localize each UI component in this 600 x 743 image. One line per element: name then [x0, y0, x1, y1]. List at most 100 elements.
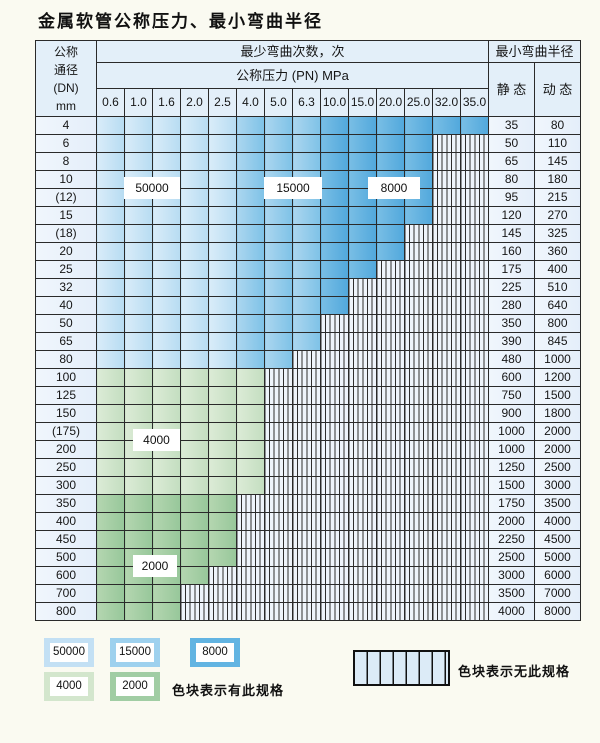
spec-available-cell — [124, 242, 153, 261]
static-radius-cell: 1250 — [488, 458, 535, 477]
spec-available-cell — [96, 206, 125, 225]
dynamic-radius-cell: 800 — [534, 314, 581, 333]
no-spec-cell — [292, 548, 321, 567]
no-spec-cell — [320, 368, 349, 387]
spec-available-cell — [124, 368, 153, 387]
pressure-value-header: 35.0 — [460, 88, 489, 117]
dynamic-column-header: 动 态 — [534, 62, 581, 117]
static-radius-cell: 390 — [488, 332, 535, 351]
static-radius-cell: 750 — [488, 386, 535, 405]
spec-available-cell — [152, 368, 181, 387]
no-spec-cell — [460, 602, 489, 621]
no-spec-cell — [376, 494, 405, 513]
legend-label-4000: 4000 — [50, 677, 88, 696]
spec-available-cell — [208, 224, 237, 243]
spec-available-cell — [96, 530, 125, 549]
dn-cell: 350 — [35, 494, 97, 513]
spec-available-cell — [236, 170, 265, 189]
no-spec-cell — [348, 296, 377, 315]
no-spec-cell — [404, 224, 433, 243]
no-spec-cell — [292, 386, 321, 405]
spec-available-cell — [152, 152, 181, 171]
spec-available-cell — [236, 206, 265, 225]
no-spec-cell — [292, 404, 321, 423]
spec-available-cell — [236, 116, 265, 135]
no-spec-cell — [460, 458, 489, 477]
no-spec-cell — [376, 260, 405, 279]
spec-available-cell — [208, 332, 237, 351]
spec-available-cell — [152, 116, 181, 135]
no-spec-cell — [432, 134, 461, 153]
spec-available-cell — [208, 152, 237, 171]
spec-available-cell — [96, 494, 125, 513]
spec-available-cell — [96, 548, 125, 567]
spec-available-cell — [152, 404, 181, 423]
spec-available-cell — [124, 404, 153, 423]
no-spec-cell — [404, 458, 433, 477]
no-spec-cell — [404, 494, 433, 513]
bend-cycles-header: 最少弯曲次数，次 — [96, 40, 489, 63]
no-spec-cell — [460, 224, 489, 243]
no-spec-cell — [208, 566, 237, 585]
static-radius-cell: 350 — [488, 314, 535, 333]
no-spec-cell — [376, 296, 405, 315]
no-spec-cell — [404, 440, 433, 459]
no-spec-cell — [432, 188, 461, 207]
no-spec-cell — [264, 368, 293, 387]
spec-available-cell — [264, 224, 293, 243]
spec-available-cell — [96, 458, 125, 477]
no-spec-cell — [320, 566, 349, 585]
no-spec-cell — [292, 350, 321, 369]
legend-swatch-2000: 2000 — [110, 672, 160, 701]
dn-cell: (18) — [35, 224, 97, 243]
spec-available-cell — [152, 584, 181, 603]
spec-available-cell — [236, 152, 265, 171]
spec-available-cell — [180, 512, 209, 531]
dynamic-radius-cell: 2000 — [534, 422, 581, 441]
no-spec-cell — [432, 584, 461, 603]
spec-available-cell — [152, 314, 181, 333]
spec-available-cell — [96, 404, 125, 423]
spec-available-cell — [180, 422, 209, 441]
no-spec-cell — [264, 494, 293, 513]
spec-available-cell — [180, 134, 209, 153]
spec-available-cell — [96, 260, 125, 279]
pressure-value-header: 6.3 — [292, 88, 321, 117]
spec-available-cell — [348, 260, 377, 279]
static-radius-cell: 1500 — [488, 476, 535, 495]
dynamic-radius-cell: 215 — [534, 188, 581, 207]
no-spec-cell — [376, 314, 405, 333]
no-spec-cell — [404, 350, 433, 369]
spec-available-cell — [236, 314, 265, 333]
no-spec-cell — [348, 350, 377, 369]
dn-cell: (175) — [35, 422, 97, 441]
no-spec-cell — [208, 602, 237, 621]
spec-available-cell — [348, 134, 377, 153]
table-row: 4 35 80 — [35, 116, 581, 135]
table-row: 450 2250 4500 — [35, 530, 581, 549]
spec-available-cell — [124, 116, 153, 135]
no-spec-cell — [264, 512, 293, 531]
no-spec-cell — [320, 512, 349, 531]
no-spec-cell — [376, 332, 405, 351]
spec-available-cell — [180, 260, 209, 279]
static-radius-cell: 1000 — [488, 422, 535, 441]
spec-available-cell — [236, 332, 265, 351]
no-spec-cell — [348, 566, 377, 585]
static-radius-cell: 2000 — [488, 512, 535, 531]
no-spec-cell — [432, 530, 461, 549]
spec-available-cell — [124, 494, 153, 513]
pressure-value-header: 10.0 — [320, 88, 349, 117]
table-row: 40 280 640 — [35, 296, 581, 315]
spec-available-cell — [152, 260, 181, 279]
no-spec-cell — [376, 422, 405, 441]
no-spec-cell — [264, 566, 293, 585]
no-spec-cell — [348, 386, 377, 405]
no-spec-cell — [320, 476, 349, 495]
no-spec-cell — [404, 296, 433, 315]
spec-available-cell — [152, 350, 181, 369]
dn-cell: 400 — [35, 512, 97, 531]
spec-available-cell — [124, 512, 153, 531]
rating-region-label: 8000 — [368, 177, 420, 199]
dynamic-radius-cell: 2000 — [534, 440, 581, 459]
